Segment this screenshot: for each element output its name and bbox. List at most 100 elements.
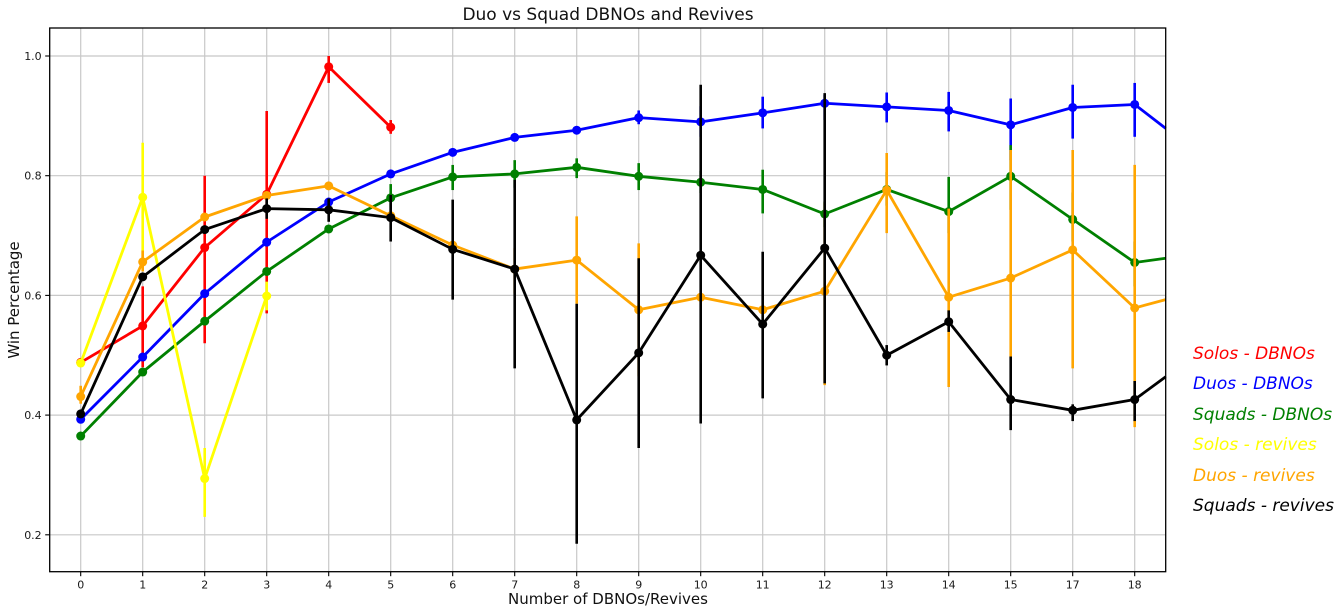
legend: Solos - DBNOs Duos - DBNOs Squads - DBNO… [1193,339,1334,521]
legend-item-squads-revives: Squads - revives [1193,496,1334,517]
data-point [634,171,644,181]
x-tick-label: 4 [325,579,332,592]
y-tick-label: 0.6 [24,289,42,302]
data-point [882,185,892,195]
data-point [262,266,272,276]
x-tick-label: 9 [635,579,642,592]
data-point [138,192,148,202]
plot-border [49,27,1167,573]
data-point [634,348,644,358]
data-point [1068,102,1078,112]
data-point [200,474,210,484]
x-tick-label: 2 [201,579,208,592]
x-tick-label: 13 [880,579,894,592]
data-point [448,244,458,254]
grid-lines [49,28,1166,572]
x-tick-label: 6 [449,579,456,592]
data-point [386,122,396,132]
data-point [882,350,892,360]
data-point [572,162,582,172]
x-tick-label: 0 [77,579,84,592]
x-tick-label: 17 [1066,579,1080,592]
data-point [138,321,148,331]
x-tick-label: 5 [387,579,394,592]
data-point [510,264,520,274]
data-point [882,102,892,112]
axis-ticks: 0 1 2 3 4 5 6 7 8 9 10 11 12 13 14 15 17 180.20.40.60.81.… [24,50,1142,592]
data-point [262,237,272,247]
data-point [200,316,210,326]
x-tick-label: 15 [1004,579,1018,592]
data-point [572,125,582,135]
legend-item-solos-dbnos: Solos - DBNOs [1193,344,1315,364]
data-point [76,358,86,368]
data-point [324,62,334,72]
series-duos-revives [76,149,1167,428]
data-point [324,181,334,191]
data-point [138,272,148,282]
data-point [262,190,272,200]
data-point [1068,405,1078,415]
data-point [510,132,520,142]
x-tick-label: 8 [573,579,580,592]
legend-item-duos-revives: Duos - revives [1193,465,1315,486]
data-point [572,415,582,425]
data-point [634,113,644,123]
data-point [76,431,86,441]
data-point [1006,120,1016,130]
x-tick-label: 3 [263,579,270,592]
data-point [448,147,458,157]
data-point [138,367,148,377]
data-point [200,225,210,235]
data-point [386,213,396,223]
x-tick-label: 18 [1128,579,1142,592]
x-tick-label: 1 [139,579,146,592]
data-point [76,392,86,402]
data-point [572,255,582,265]
data-point [944,292,954,302]
series-line [79,65,392,364]
data-point [510,169,520,179]
x-axis-label: Number of DBNOs/Revives [508,590,708,608]
series-line [79,207,1167,422]
data-point [386,169,396,179]
data-point [448,172,458,182]
series-solos-revives [76,142,272,517]
x-tick-label: 7 [511,579,518,592]
x-tick-label: 11 [756,579,770,592]
series-squads-dbnos [76,145,1166,441]
y-tick-label: 0.8 [24,170,42,183]
y-tick-label: 1.0 [24,50,42,63]
data-point [200,289,210,299]
series-line [79,101,1167,421]
data-point [944,317,954,327]
data-point [1130,303,1140,313]
data-point [1130,99,1140,109]
series-line [79,165,1166,438]
legend-item-duos-dbnos: Duos - DBNOs [1193,374,1313,395]
x-tick-label: 12 [818,579,832,592]
data-point [1006,395,1016,405]
data-point [758,108,768,118]
data-point [1130,395,1140,405]
data-point [76,409,86,419]
series-line [79,195,269,480]
legend-item-solos-revives: Solos - revives [1193,435,1317,456]
data-point [262,204,272,214]
data-point [944,105,954,115]
data-point [324,224,334,234]
data-point [138,352,148,362]
data-point [758,319,768,329]
data-point [262,291,272,301]
data-point [324,205,334,215]
x-tick-label: 14 [942,579,956,592]
data-point [758,184,768,194]
data-point [138,257,148,267]
y-tick-label: 0.4 [24,409,42,422]
data-point [1006,273,1016,283]
x-tick-label: 10 [694,579,708,592]
legend-item-squads-dbnos: Squads - DBNOs [1193,404,1333,425]
data-point [200,243,210,253]
